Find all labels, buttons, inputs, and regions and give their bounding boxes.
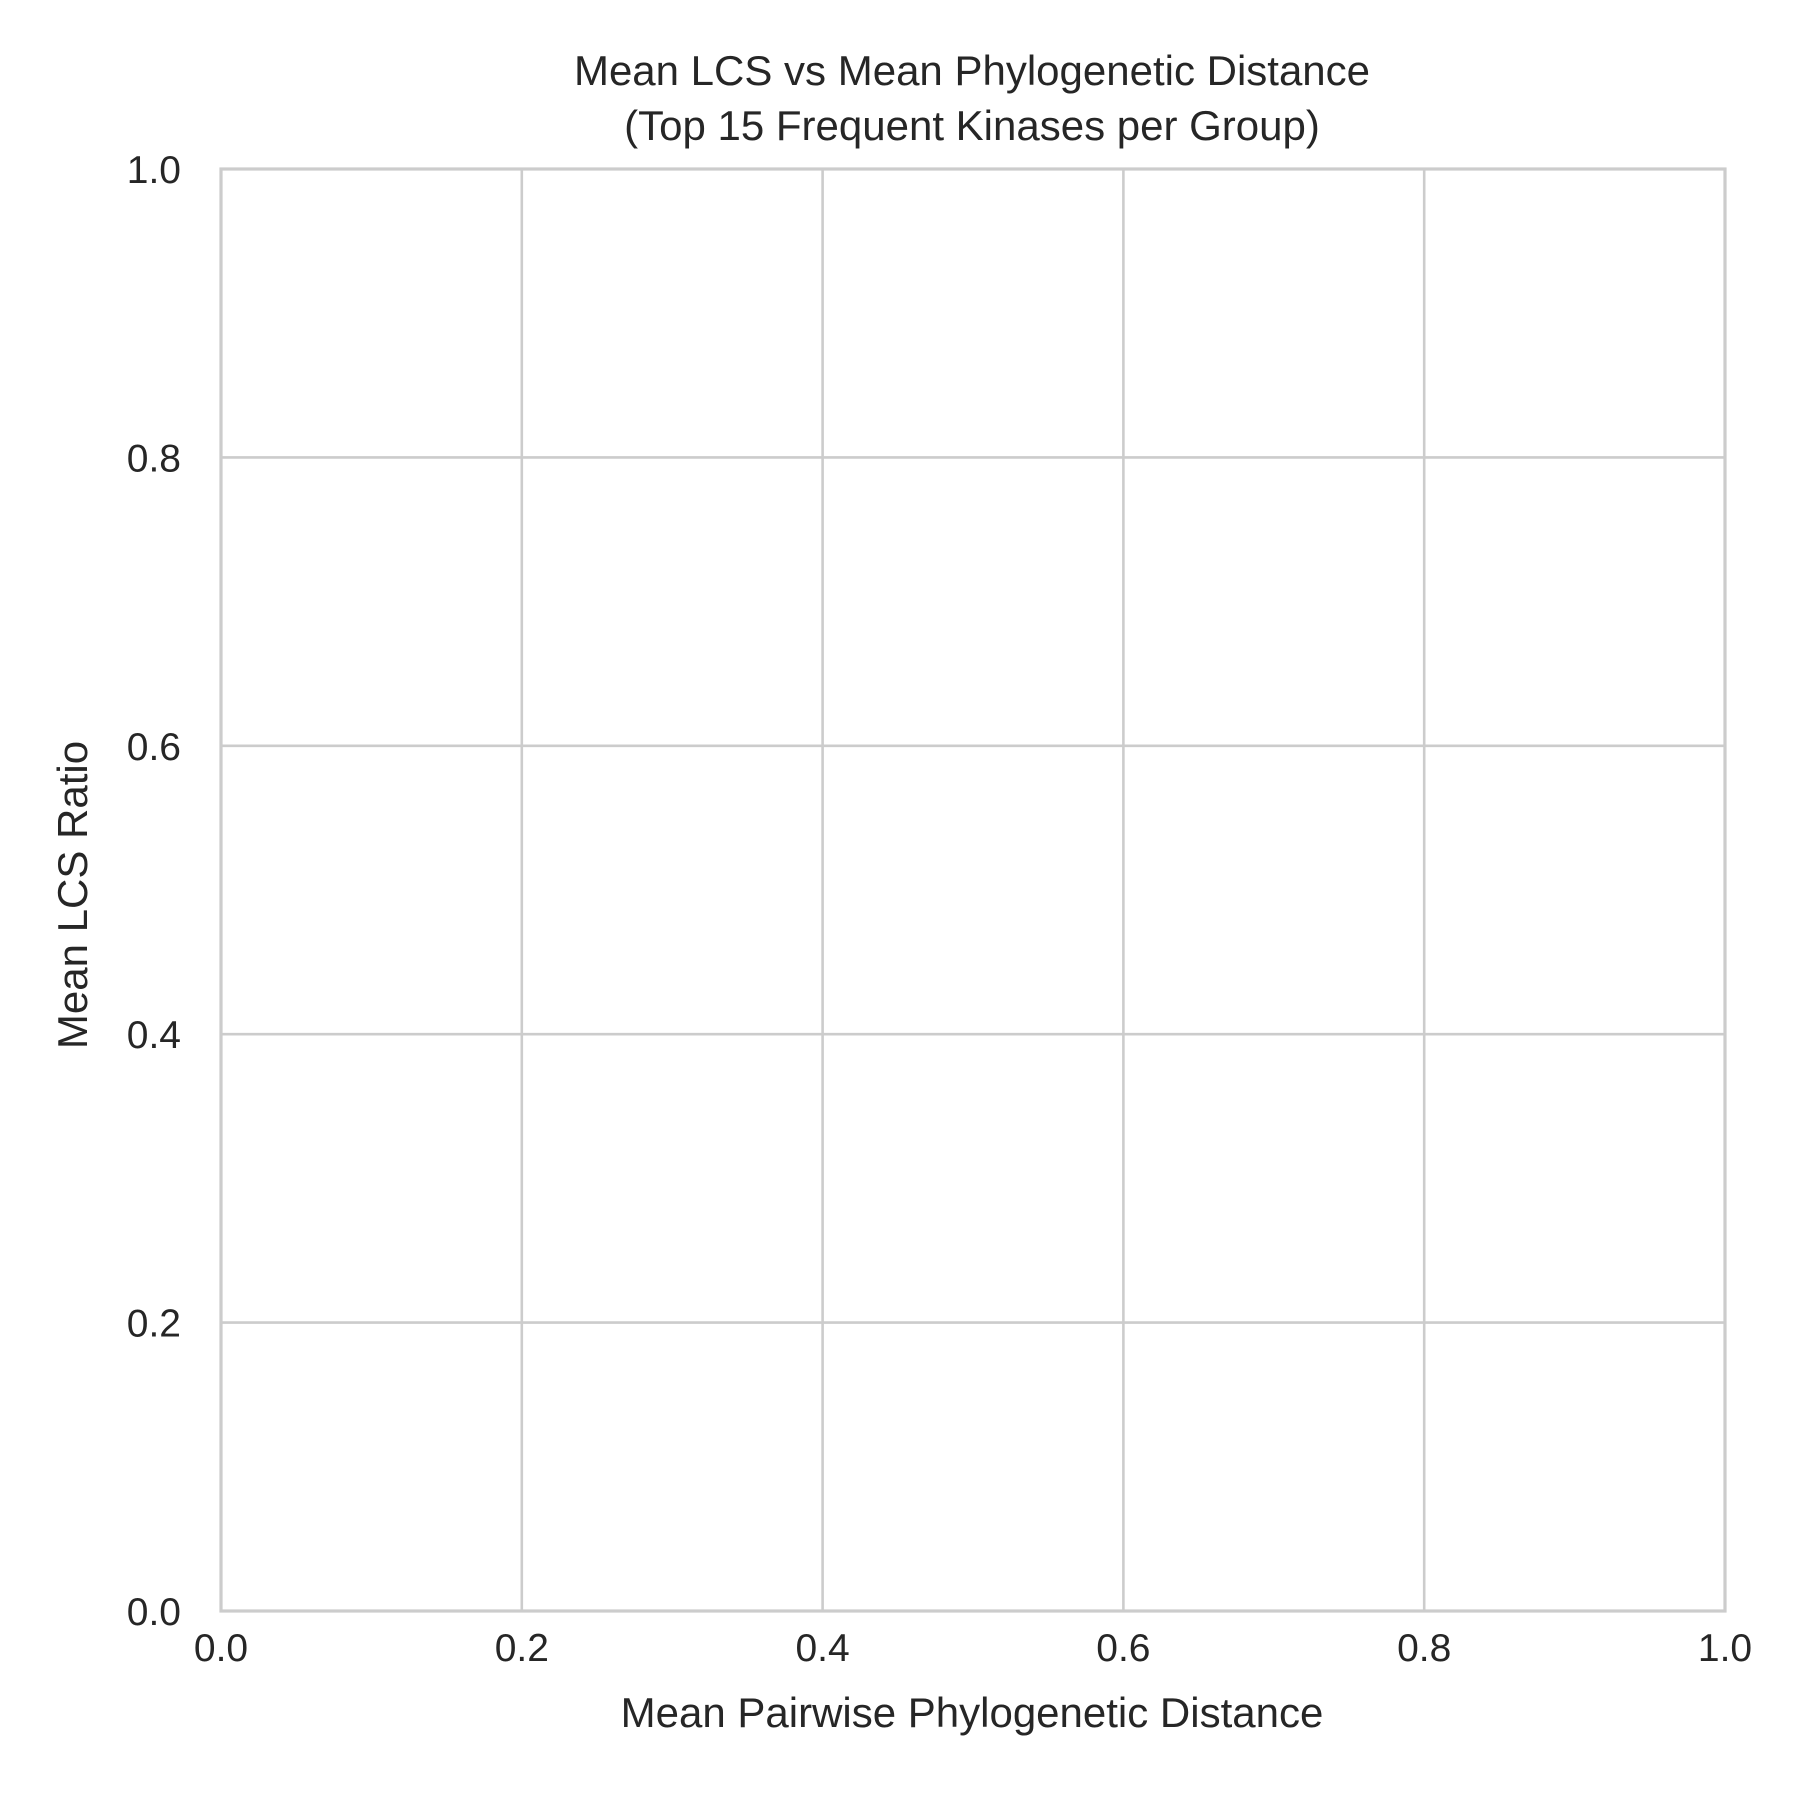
x-tick-label: 0.2 <box>495 1627 549 1670</box>
y-tick-label: 0.6 <box>127 726 181 769</box>
chart-subtitle: (Top 15 Frequent Kinases per Group) <box>624 102 1320 149</box>
x-tick-labels: 0.0 0.2 0.4 0.6 0.8 1.0 <box>194 1627 1752 1670</box>
y-tick-labels: 0.0 0.2 0.4 0.6 0.8 1.0 <box>127 149 181 1634</box>
x-tick-label: 1.0 <box>1698 1627 1752 1670</box>
chart-title: Mean LCS vs Mean Phylogenetic Distance <box>574 47 1370 94</box>
y-tick-label: 0.2 <box>127 1303 181 1346</box>
x-tick-label: 0.6 <box>1096 1627 1150 1670</box>
y-tick-label: 0.4 <box>127 1014 181 1057</box>
x-tick-label: 0.0 <box>194 1627 248 1670</box>
y-tick-label: 0.8 <box>127 437 181 480</box>
y-axis-label: Mean LCS Ratio <box>49 741 96 1049</box>
y-tick-label: 1.0 <box>127 149 181 192</box>
y-tick-label: 0.0 <box>127 1591 181 1634</box>
x-axis-label: Mean Pairwise Phylogenetic Distance <box>621 1689 1324 1736</box>
plot-frame <box>219 167 1727 1613</box>
x-tick-label: 0.4 <box>795 1627 849 1670</box>
x-tick-label: 0.8 <box>1397 1627 1451 1670</box>
